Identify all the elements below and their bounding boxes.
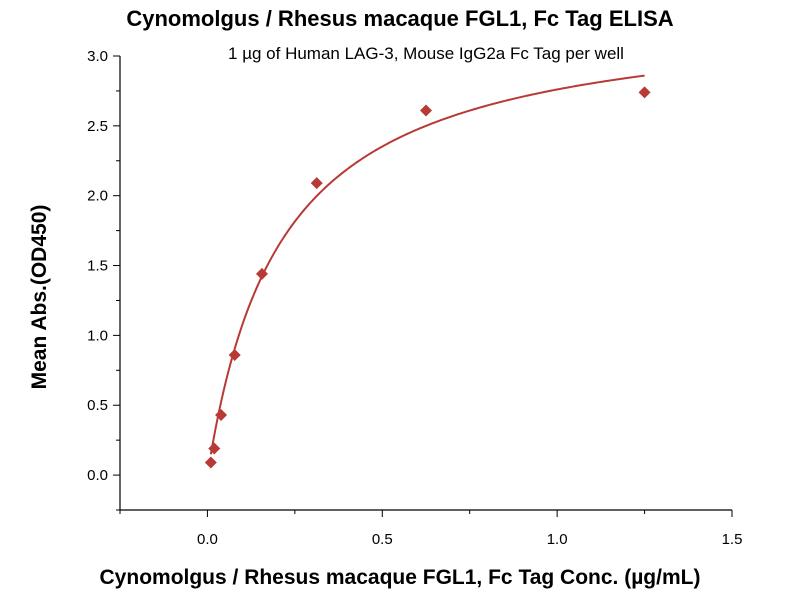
y-tick-label: 1.5 — [87, 258, 108, 275]
chart-subtitle: 1 µg of Human LAG-3, Mouse IgG2a Fc Tag … — [228, 44, 624, 63]
data-point — [215, 409, 228, 422]
y-tick-label: 3.0 — [87, 48, 108, 65]
y-tick-label: 1.0 — [87, 327, 108, 344]
y-tick-label: 0.0 — [87, 467, 108, 484]
data-point — [204, 456, 217, 469]
y-tick-label: 2.5 — [87, 118, 108, 135]
fit-curve — [209, 74, 645, 455]
x-axis-label: Cynomolgus / Rhesus macaque FGL1, Fc Tag… — [99, 566, 701, 589]
y-tick-label: 2.0 — [87, 188, 108, 205]
data-point — [228, 348, 241, 361]
x-tick-label: 1.5 — [722, 531, 743, 548]
x-tick-label: 0.5 — [372, 531, 393, 548]
y-tick-label: 0.5 — [87, 397, 108, 414]
x-tick-label: 0.0 — [197, 531, 218, 548]
chart-title: Cynomolgus / Rhesus macaque FGL1, Fc Tag… — [126, 6, 674, 31]
data-point — [420, 104, 432, 117]
x-tick-label: 1.0 — [547, 531, 568, 548]
data-point — [255, 267, 268, 280]
data-point — [310, 177, 323, 190]
data-point — [208, 442, 221, 455]
data-point — [638, 86, 651, 99]
